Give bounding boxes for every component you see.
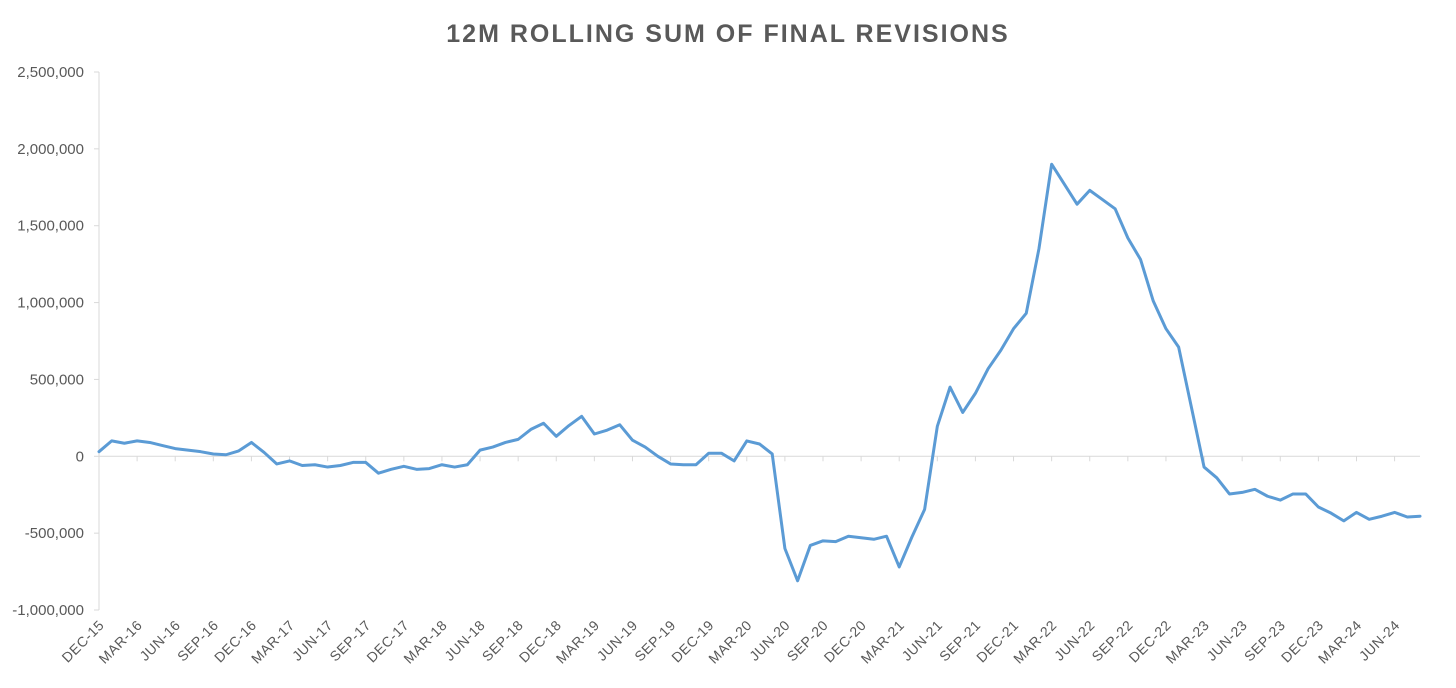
y-tick-label: -500,000 (25, 525, 84, 542)
y-tick-label: 1,000,000 (17, 295, 84, 312)
y-tick-label: 1,500,000 (17, 218, 84, 235)
y-tick-label: 2,000,000 (17, 141, 84, 158)
y-tick-label: -1,000,000 (12, 602, 84, 619)
series-layer (97, 162, 1422, 583)
chart-title: 12M ROLLING SUM OF FINAL REVISIONS (446, 20, 1009, 48)
y-tick-label: 0 (76, 448, 84, 465)
x-tick-label: JUN-24 (1356, 617, 1403, 664)
x-axis: DEC-15MAR-16JUN-16SEP-16DEC-16MAR-17JUN-… (58, 455, 1420, 667)
y-axis: 2,500,000 2,000,000 1,500,000 1,000,000 500,… (12, 64, 100, 619)
y-tick-label: 2,500,000 (17, 64, 84, 81)
y-tick-label: 500,000 (30, 371, 84, 388)
series-line (97, 162, 1422, 583)
